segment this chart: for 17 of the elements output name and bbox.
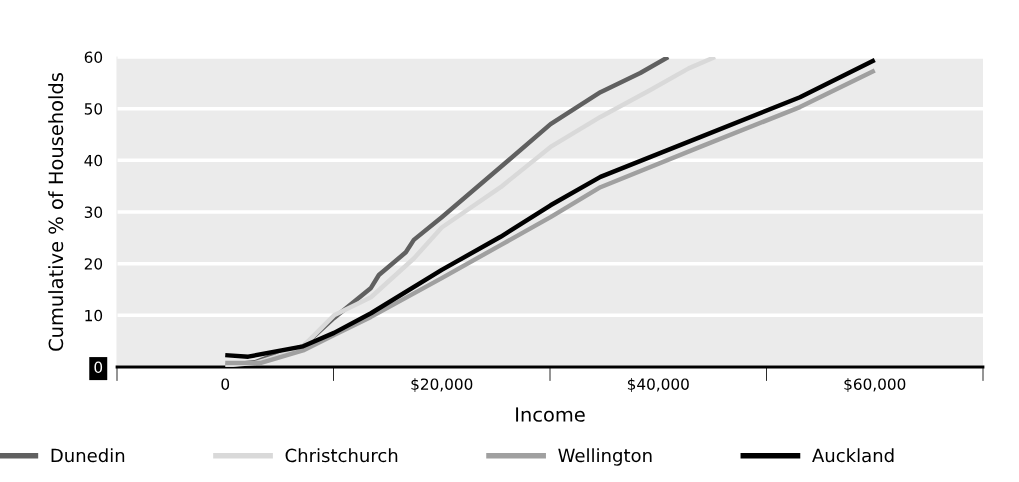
- y-tick-label: 40: [84, 154, 103, 167]
- x-tick-label: $20,000: [411, 378, 473, 392]
- y-tick-label: 30: [84, 206, 103, 219]
- legend-label: Christchurch: [285, 448, 398, 463]
- y-tick-label: 10: [85, 309, 103, 322]
- y-tick-label: 60: [84, 51, 103, 64]
- legend-label: Wellington: [558, 448, 652, 466]
- x-tick-label: 0: [221, 378, 230, 390]
- legend-label: Auckland: [812, 448, 894, 463]
- y-tick-label: 20: [84, 258, 103, 270]
- legend-label: Dunedin: [51, 448, 125, 463]
- y-tick-label: 0: [94, 361, 103, 374]
- x-tick-label: $60,000: [844, 378, 906, 392]
- y-axis-title: Cumulative % of Households: [48, 73, 64, 351]
- y-tick-label: 50: [84, 103, 103, 115]
- x-tick-label: $40,000: [627, 378, 689, 392]
- x-axis-title: Income: [516, 407, 585, 422]
